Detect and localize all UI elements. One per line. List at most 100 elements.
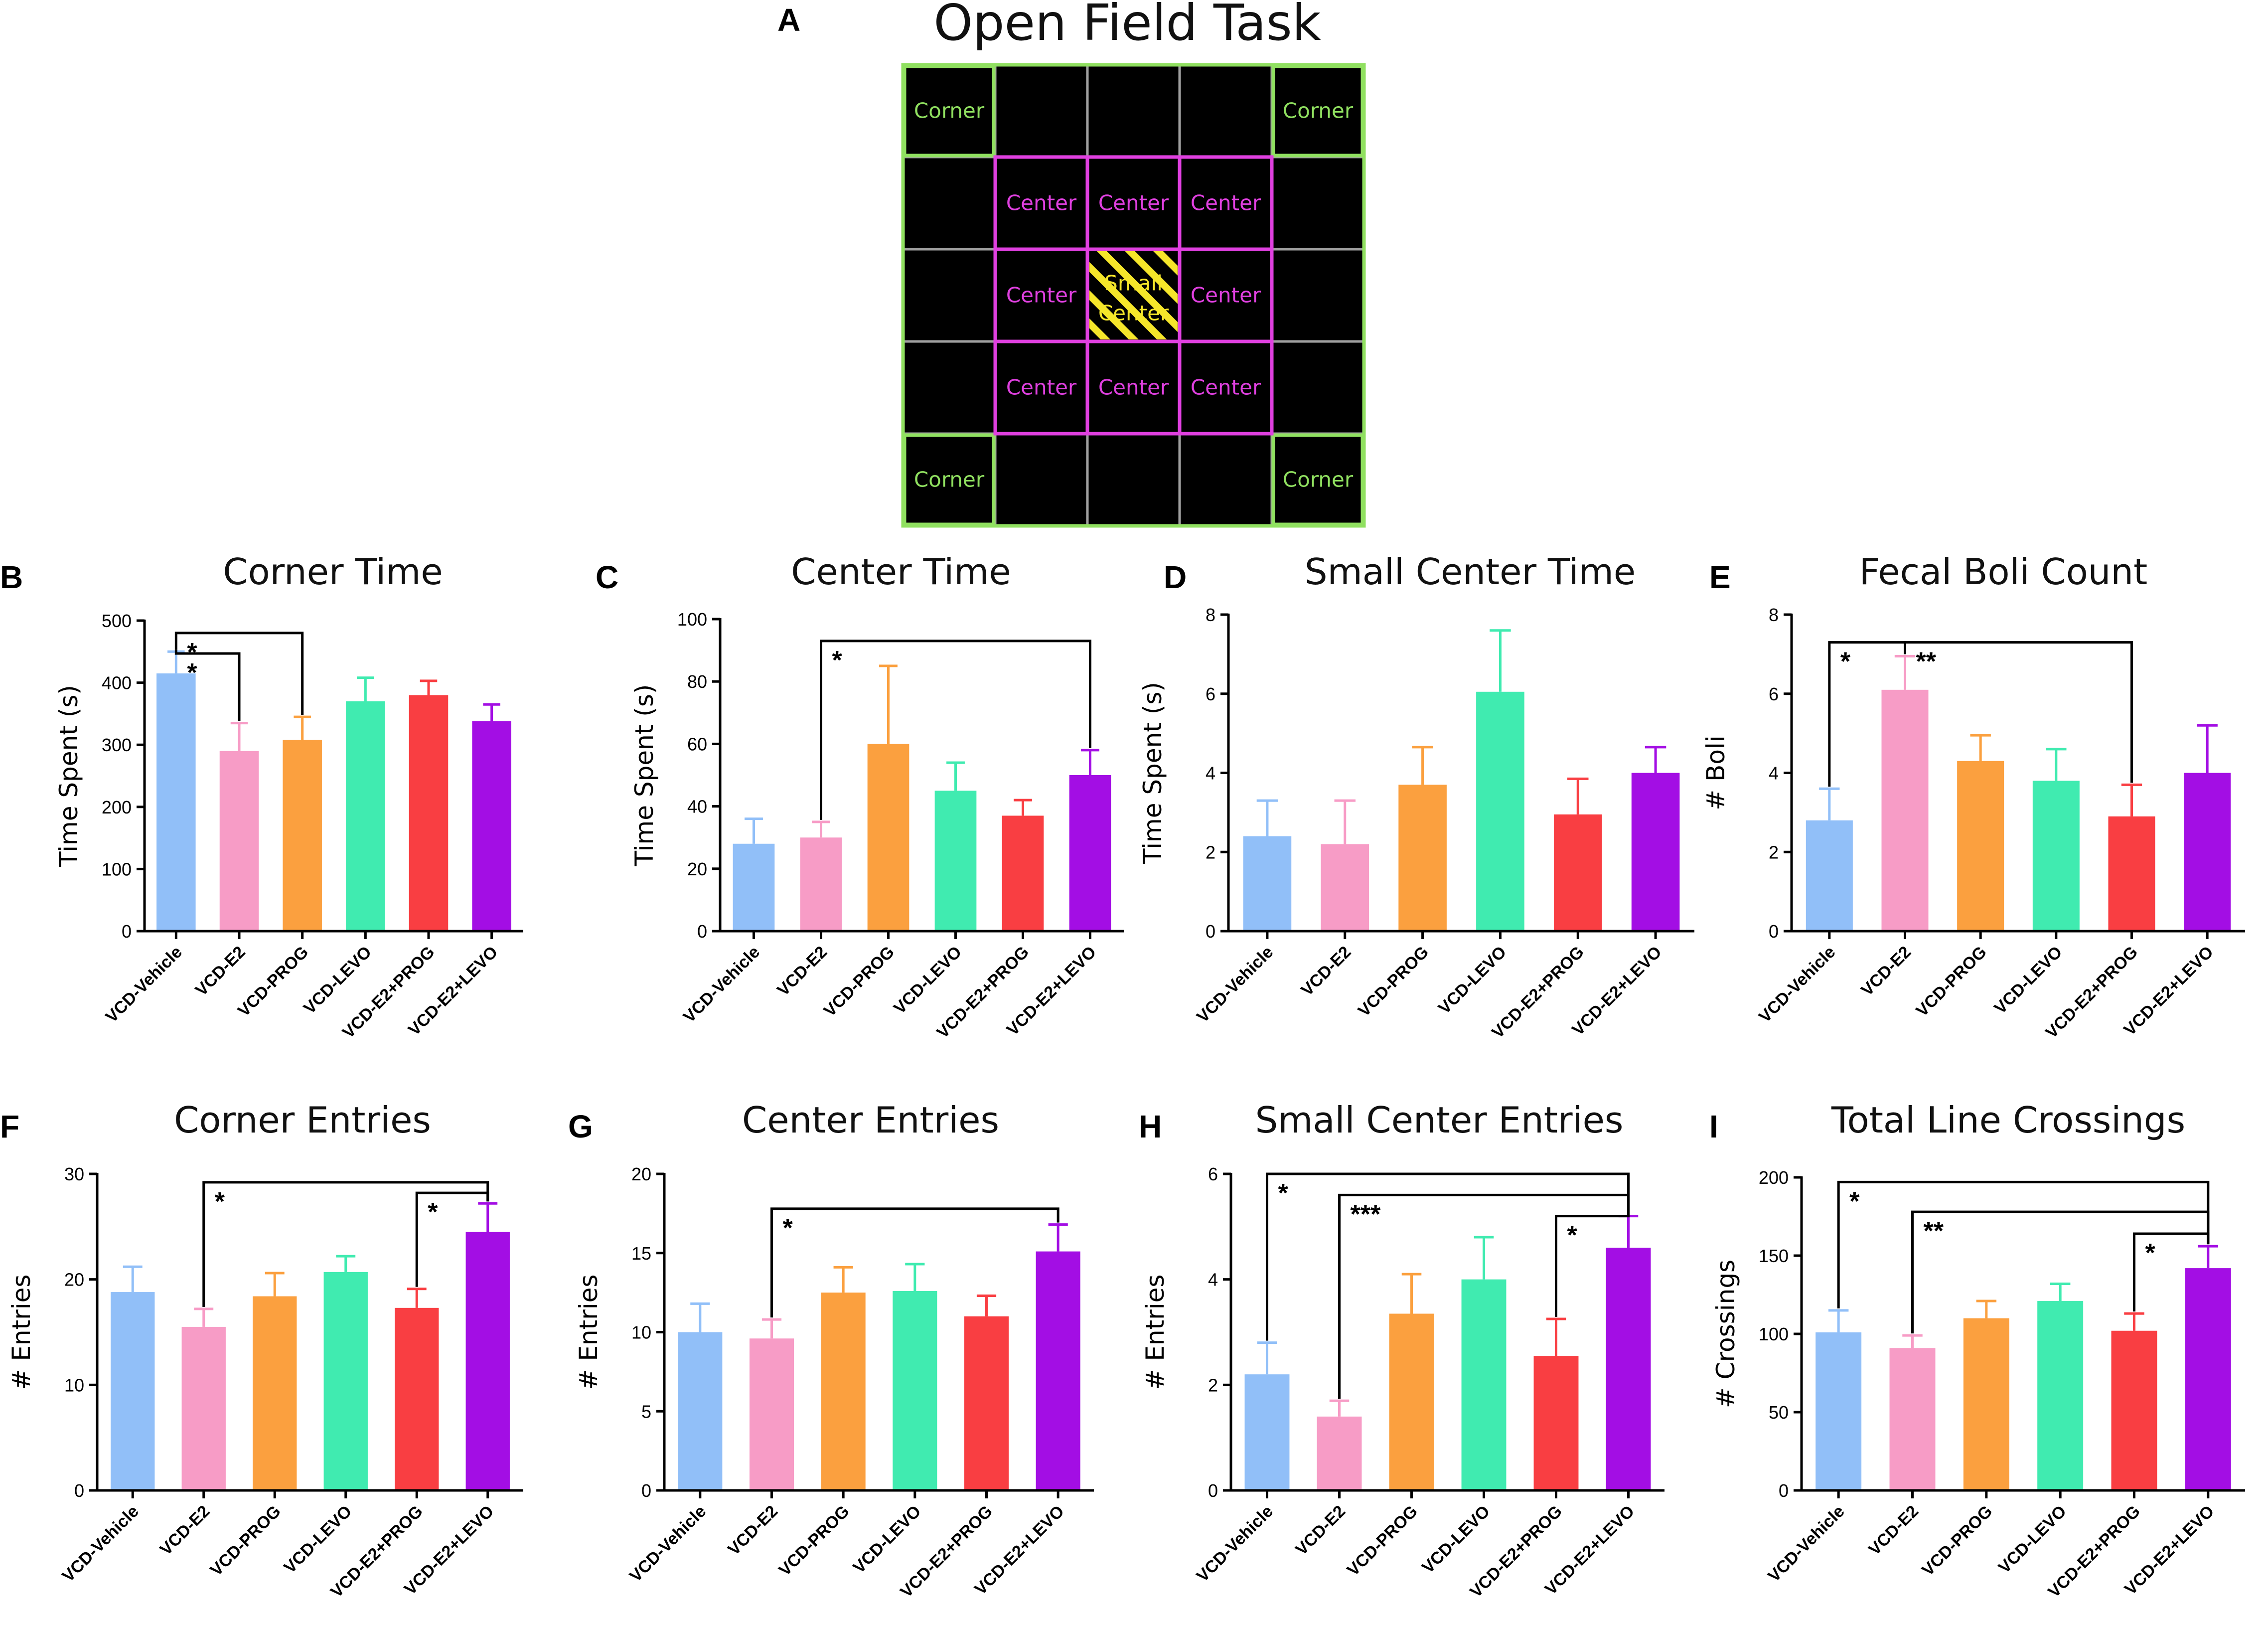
x-tick-label: VCD-Vehicle	[1755, 943, 1839, 1027]
bar-vcd-e2-levo	[472, 721, 511, 931]
y-tick-label: 4	[1769, 763, 1779, 784]
bar-vcd-e2-levo	[2185, 1268, 2231, 1490]
corner-label: Corner	[1283, 99, 1354, 123]
significance-bracket	[770, 1207, 1059, 1318]
x-tick-label: VCD-Vehicle	[626, 1502, 710, 1586]
x-tick-label: VCD-PROG	[1912, 943, 1990, 1020]
y-tick-label: 20	[631, 1164, 651, 1184]
bar-vcd-e2-levo	[2184, 773, 2231, 931]
y-axis-label: Time Spent (s)	[1138, 682, 1167, 864]
panel-b: B Corner Time Time Spent (s) 0 100 200 300 400 5…	[0, 551, 523, 1042]
significance-label: *	[2145, 1239, 2156, 1268]
bar-vcd-e2	[1881, 689, 1929, 931]
bar-vcd-levo	[1476, 691, 1524, 931]
panel-letter-c: C	[596, 559, 618, 595]
y-tick-label: 0	[122, 921, 132, 942]
bar-vcd-levo	[1461, 1279, 1507, 1490]
x-tick-label: VCD-Vehicle	[1764, 1502, 1848, 1586]
x-tick-label: VCD-LEVO	[1990, 943, 2066, 1018]
bar-vcd-levo	[934, 791, 977, 931]
center-label: Center	[1006, 375, 1077, 400]
significance-bracket	[174, 632, 304, 715]
chart-title: Total Line Crossings	[1831, 1099, 2185, 1141]
bar-vcd-levo	[323, 1272, 368, 1490]
y-tick-label: 0	[1779, 1480, 1789, 1501]
y-tick-label: 50	[1769, 1402, 1789, 1423]
x-tick-label: VCD-PROG	[206, 1502, 284, 1580]
y-tick-label: 0	[74, 1480, 84, 1501]
bar-vcd-levo	[2037, 1301, 2084, 1490]
panel-g: G Center Entries # Entries 0 5 10 15 20 VCD-Vehi…	[568, 1099, 1094, 1602]
y-tick-label: 6	[1206, 684, 1215, 704]
y-tick-label: 200	[102, 797, 132, 817]
bar-vcd-prog	[1389, 1313, 1434, 1490]
bar-vcd-vehicle	[1815, 1332, 1862, 1490]
x-tick-label: VCD-E2	[1297, 943, 1355, 1000]
y-tick-label: 4	[1206, 763, 1215, 784]
bar-vcd-e2-levo	[1631, 773, 1680, 931]
panel-letter-f: F	[0, 1109, 19, 1144]
significance-label: ***	[1351, 1200, 1381, 1229]
x-tick-label: VCD-LEVO	[1435, 943, 1510, 1018]
y-tick-label: 80	[687, 671, 707, 692]
small-center-cell	[1089, 251, 1178, 339]
significance-label: *	[1567, 1221, 1578, 1250]
y-tick-label: 200	[1759, 1167, 1789, 1188]
y-tick-label: 8	[1206, 605, 1215, 625]
chart-title: Fecal Boli Count	[1859, 551, 2148, 593]
bar-vcd-prog	[253, 1296, 297, 1490]
y-axis-label: Time Spent (s)	[54, 685, 83, 867]
bar-vcd-e2	[219, 751, 259, 931]
y-tick-label: 2	[1206, 842, 1215, 862]
y-axis-label: # Entries	[1141, 1275, 1170, 1390]
significance-bracket	[1904, 641, 2133, 783]
bar-vcd-levo	[346, 701, 385, 931]
bar-vcd-prog	[1957, 761, 2004, 931]
x-tick-label: VCD-PROG	[1344, 1502, 1421, 1580]
significance-label: *	[1849, 1187, 1860, 1216]
open-field-arena: Corner Corner Center Center Center Center Smal…	[901, 63, 1366, 528]
bar-vcd-e2-levo	[1069, 775, 1111, 931]
panel-letter-a: A	[777, 2, 800, 38]
center-label: Center	[1191, 375, 1261, 400]
y-axis-label: # Boli	[1701, 735, 1730, 810]
corner-label: Corner	[914, 468, 985, 492]
y-tick-label: 400	[102, 673, 132, 693]
arena-outline	[901, 63, 1366, 528]
y-tick-label: 0	[697, 921, 707, 942]
significance-label: **	[1916, 648, 1937, 676]
bar-vcd-e2-levo	[1036, 1251, 1080, 1490]
bar-vcd-vehicle	[1244, 1374, 1290, 1490]
center-outline	[1178, 339, 1274, 436]
bar-vcd-prog	[821, 1293, 866, 1490]
bar-vcd-prog	[1398, 785, 1447, 931]
x-tick-label: VCD-PROG	[820, 943, 898, 1020]
panel-letter-e: E	[1709, 559, 1731, 595]
y-axis-label: Time Spent (s)	[630, 684, 659, 867]
significance-bracket	[415, 1191, 489, 1287]
significance-label: *	[215, 1187, 225, 1216]
chart-title: Corner Entries	[174, 1099, 431, 1141]
bar-vcd-prog	[283, 740, 322, 931]
center-label: Center	[1098, 375, 1169, 400]
bar-vcd-e2	[1889, 1348, 1936, 1490]
panel-d: D Small Center Time Time Spent (s) 0 2 4 6 8 VCD…	[1138, 551, 1694, 1042]
significance-bracket	[1555, 1214, 1630, 1317]
x-tick-label: VCD-Vehicle	[680, 943, 764, 1027]
x-tick-label: VCD-Vehicle	[1193, 1502, 1277, 1586]
y-tick-label: 500	[102, 611, 132, 631]
x-tick-label: VCD-PROG	[1355, 943, 1432, 1020]
bar-vcd-e2-levo	[465, 1232, 510, 1490]
bar-vcd-e2	[749, 1338, 794, 1490]
panel-f: F Corner Entries # Entries 0 10 20 30 VCD-Vehic…	[0, 1099, 523, 1602]
y-tick-label: 0	[1208, 1480, 1218, 1501]
x-tick-label: VCD-LEVO	[1418, 1502, 1494, 1577]
panel-i: I Total Line Crossings # Crossings 0 50 100 15…	[1709, 1099, 2245, 1602]
x-tick-label: VCD-LEVO	[890, 943, 965, 1018]
x-tick-label: VCD-Vehicle	[58, 1502, 143, 1586]
y-axis-label: # Crossings	[1711, 1260, 1740, 1408]
x-tick-label: VCD-Vehicle	[1193, 943, 1277, 1027]
bar-vcd-e2-prog	[2111, 1330, 2157, 1490]
x-tick-label: VCD-E2	[1292, 1502, 1349, 1559]
